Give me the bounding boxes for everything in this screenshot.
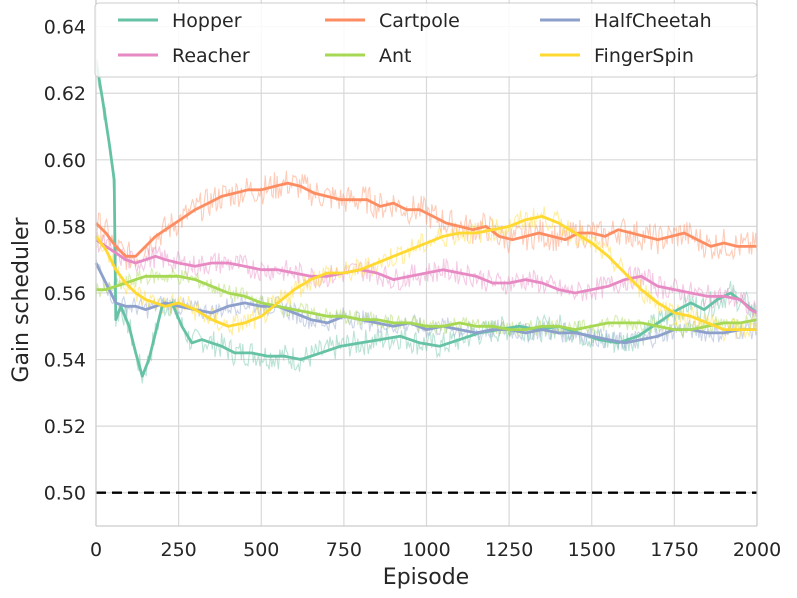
x-tick-label: 750 (326, 539, 362, 561)
series-noise-Cartpole (95, 170, 758, 271)
x-tick-label: 1000 (402, 539, 450, 561)
y-tick-label: 0.54 (44, 350, 86, 372)
series-lines (94, 59, 758, 378)
x-axis-label: Episode (383, 565, 469, 590)
series-line-Hopper (94, 59, 758, 378)
legend-label-Hopper: Hopper (172, 10, 242, 32)
x-tick-label: 1500 (568, 539, 616, 561)
y-tick-label: 0.62 (44, 83, 86, 105)
x-tick-label: 500 (243, 539, 279, 561)
y-tick-label: 0.52 (44, 416, 86, 438)
y-tick-label: 0.64 (44, 17, 86, 39)
legend-label-Cartpole: Cartpole (379, 10, 460, 32)
series-line-Cartpole (95, 181, 757, 258)
legend-label-Reacher: Reacher (172, 45, 250, 67)
axes (95, 0, 758, 527)
series-line-Reacher (95, 238, 758, 315)
x-tick-label: 2000 (733, 539, 781, 561)
y-tick-labels: 0.50 0.52 0.54 0.56 0.58 0.60 0.62 0.64 (44, 17, 86, 505)
y-tick-label: 0.50 (44, 483, 86, 505)
x-tick-label: 1750 (650, 539, 698, 561)
series-line-FingerSpin (94, 215, 757, 331)
legend: Hopper Cartpole HalfCheetah Reacher Ant Finge… (94, 2, 758, 78)
legend-label-FingerSpin: FingerSpin (594, 45, 694, 67)
y-tick-label: 0.58 (44, 216, 86, 238)
x-tick-label: 250 (160, 539, 196, 561)
x-tick-label: 1250 (485, 539, 533, 561)
series-noise-Hopper (95, 60, 758, 384)
y-tick-label: 0.60 (44, 150, 86, 172)
y-tick-label: 0.56 (44, 283, 86, 305)
x-tick-labels: 0 250 500 750 1000 1250 1500 1750 2000 (90, 539, 781, 561)
series-line-HalfCheetah (94, 262, 757, 345)
legend-label-HalfCheetah: HalfCheetah (594, 10, 712, 32)
x-tick-label: 0 (90, 539, 102, 561)
series-line-Ant (96, 274, 758, 331)
legend-box (94, 2, 758, 78)
y-axis-label: Gain scheduler (9, 216, 34, 382)
legend-label-Ant: Ant (379, 45, 412, 67)
